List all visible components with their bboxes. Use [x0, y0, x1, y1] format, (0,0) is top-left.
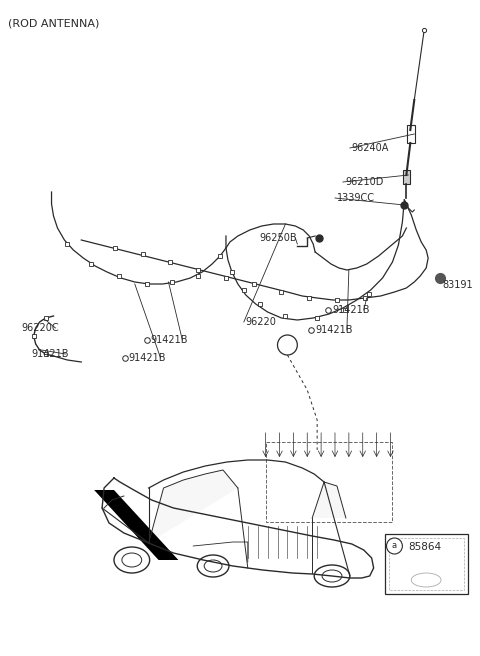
- Ellipse shape: [114, 547, 150, 573]
- Text: a: a: [392, 541, 397, 550]
- Bar: [403, 170, 410, 184]
- Text: 91421B: 91421B: [315, 325, 353, 335]
- Polygon shape: [312, 482, 346, 518]
- Bar: [384, 534, 468, 594]
- Text: 96240A: 96240A: [352, 143, 389, 153]
- Ellipse shape: [197, 555, 229, 577]
- Ellipse shape: [322, 570, 342, 582]
- Text: 85864: 85864: [408, 542, 442, 552]
- Circle shape: [386, 538, 402, 554]
- Text: (ROD ANTENNA): (ROD ANTENNA): [8, 18, 99, 28]
- Ellipse shape: [204, 560, 222, 572]
- Text: a: a: [285, 340, 290, 350]
- Polygon shape: [149, 470, 238, 543]
- Bar: [388, 538, 464, 590]
- Text: 96210D: 96210D: [345, 177, 383, 187]
- Bar: [265, 442, 393, 522]
- Circle shape: [277, 335, 297, 355]
- Ellipse shape: [122, 553, 142, 567]
- Text: 83191: 83191: [442, 280, 473, 290]
- Polygon shape: [94, 490, 179, 560]
- Text: 91421B: 91421B: [129, 353, 167, 363]
- Text: 96250B: 96250B: [260, 233, 297, 243]
- Bar: [408, 125, 415, 143]
- Text: 91421B: 91421B: [332, 305, 370, 315]
- Text: 91421B: 91421B: [151, 335, 188, 345]
- Text: 96220C: 96220C: [22, 323, 60, 333]
- Text: 91421B: 91421B: [32, 349, 69, 359]
- Ellipse shape: [411, 573, 441, 587]
- Text: 96220: 96220: [246, 317, 276, 327]
- Text: 1339CC: 1339CC: [337, 193, 375, 203]
- Ellipse shape: [314, 565, 350, 587]
